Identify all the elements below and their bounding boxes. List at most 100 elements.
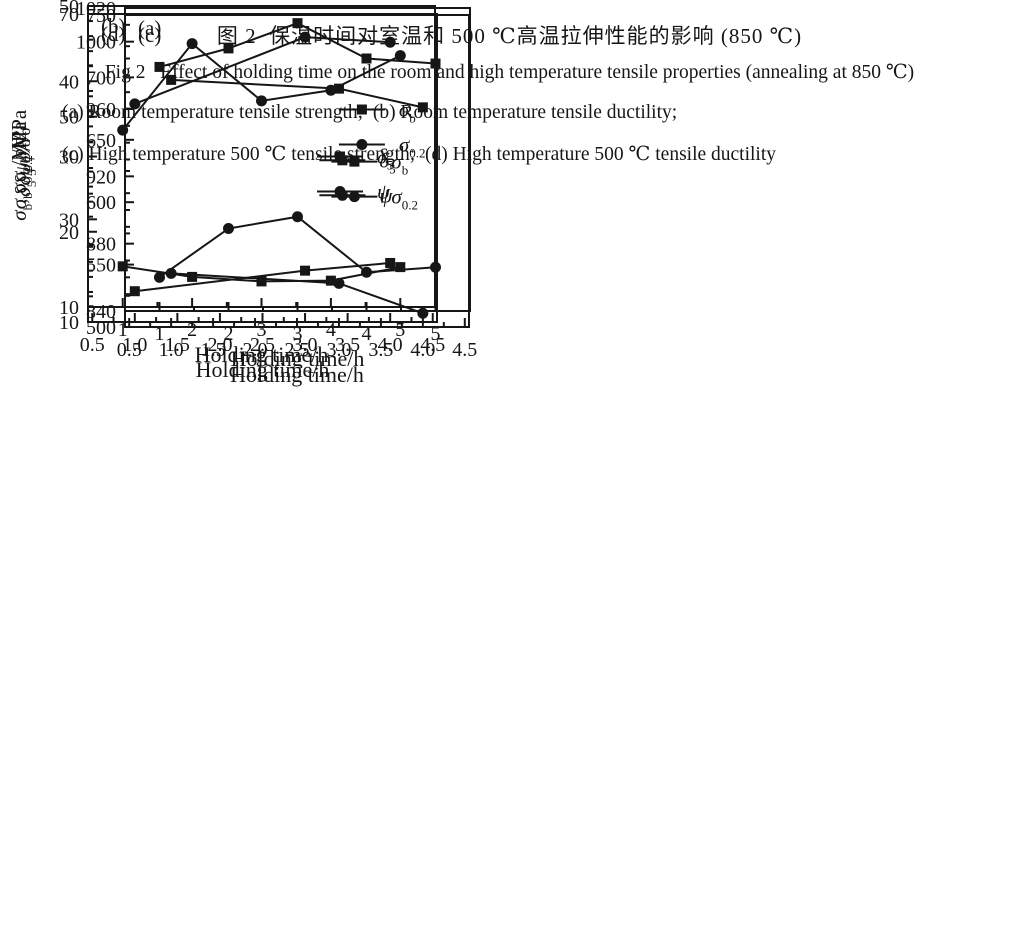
a-sigma-b-point (292, 18, 303, 29)
c-x-tick-label: 2.0 (243, 339, 268, 361)
a-sigma-b-point (154, 61, 165, 72)
c-sigma-b-point (417, 102, 428, 113)
c-sigma-02-point (333, 277, 345, 289)
caption-subline-a-b: (a) Room temperature tensile strength; (… (62, 102, 678, 123)
b-x-tick-label: 3 (257, 319, 267, 341)
b-x-tick-label: 2 (187, 319, 197, 341)
d-x-tick-label: 1.5 (165, 334, 190, 356)
chart-d-svg: 0.5 1.0 1.5 2.0 2.5 3.0 3.5 4.0 4.510305070Holdi… (11, 4, 445, 382)
d-delta-5-line (134, 261, 391, 293)
b-psi-point (256, 95, 267, 107)
c-sigma-02-point (165, 267, 177, 279)
c-x-tick-label: 3.5 (368, 339, 393, 361)
d-y-tick-label: 70 (59, 4, 79, 26)
d-axis-ticks (88, 13, 434, 323)
b-x-tick-label: 5 (395, 319, 405, 341)
d-x-tick-label: 4.5 (420, 334, 445, 356)
a-y-tick-label: 880 (86, 234, 116, 256)
c-x-tick-label: 4.5 (452, 339, 477, 361)
a-y-tick-label: 960 (86, 99, 116, 121)
c-x-tick-label: 2.5 (285, 339, 310, 361)
caption-english-title: Fig 2 Effect of holding time on the room… (104, 62, 915, 83)
d-delta-5-point (300, 265, 311, 276)
d-x-tick-label: 3.5 (335, 334, 360, 356)
b-y-axis-title: δ5 ψ/% (11, 128, 39, 186)
d-y-tick-label: 50 (59, 107, 79, 129)
c-panel-label: (c) (138, 23, 161, 47)
c-legend: σb σ0.2 (331, 150, 418, 213)
caption-subline-c-d: (c) High temperature 500 ℃ tensile stren… (62, 144, 777, 165)
b-delta-5-point (395, 262, 406, 273)
d-legend-label-psi: ψ (379, 183, 393, 207)
a-x-tick-label: 4 (362, 323, 372, 345)
a-sigma-02-point (223, 223, 234, 235)
d-legend-marker-delta-5 (337, 155, 348, 166)
a-sigma-b-point (361, 53, 372, 64)
c-legend-label-sigma-b: σb (391, 150, 408, 178)
a-legend-marker-sigma-b (356, 104, 367, 115)
d-x-tick-label: 2.0 (207, 334, 232, 356)
c-sigma-b-point (166, 74, 177, 85)
a-legend-label-sigma-02: σ0.2 (399, 133, 426, 161)
d-psi-point (384, 36, 396, 48)
panel-c: 0.5 1.0 1.5 2.0 2.5 3.0 3.5 4.0 4.5 500 550 600 650 7… (0, 0, 510, 391)
b-x-axis-title: Holding time/h (195, 342, 329, 367)
c-x-tick-label: 3.0 (326, 339, 351, 361)
figure-caption: 图 2 保温时间对室温和 500 ℃高温拉伸性能的影响 (850 ℃) Fig … (0, 0, 1019, 181)
d-psi-point (299, 31, 311, 43)
d-x-tick-label: 3.0 (293, 334, 318, 356)
chart-c-svg: 0.5 1.0 1.5 2.0 2.5 3.0 3.5 4.0 4.55005506006507… (7, 5, 477, 387)
a-legend-marker-sigma-02 (356, 139, 368, 151)
a-x-tick-label: 2 (224, 323, 234, 345)
d-legend: δ5 ψ (319, 148, 396, 207)
d-panel-label: (d) (101, 22, 126, 46)
d-delta-5-point (129, 286, 140, 297)
d-x-tick-label: 1.0 (122, 334, 147, 356)
c-legend-label-sigma-02: σ0.2 (391, 185, 418, 213)
d-x-tick-label: 2.5 (250, 334, 275, 356)
b-legend-label-psi: ψ (377, 180, 391, 204)
a-x-tick-label: 3 (293, 323, 303, 345)
c-sigma-b-point (333, 83, 344, 94)
panel-d: 0.5 1.0 1.5 2.0 2.5 3.0 3.5 4.0 4.5 10 30 50 70 Holdi… (0, 0, 509, 391)
d-delta-5-point (385, 257, 396, 268)
b-y-tick-label: 40 (59, 71, 79, 93)
d-y-axis-title: δ5 ψ/% (11, 139, 39, 197)
b-y-tick-label: 50 (59, 0, 79, 18)
c-y-axis-title: σb, σ0.2/MPa (7, 121, 35, 221)
c-x-tick-label: 1.5 (201, 339, 226, 361)
c-x-axis-title: Holding time/h (230, 362, 364, 387)
d-x-tick-label: 0.5 (80, 334, 105, 356)
b-panel-label: (b) (101, 14, 126, 38)
a-x-tick-label: 1 (155, 323, 165, 345)
c-y-tick-label: 700 (86, 67, 116, 89)
c-x-tick-label: 4.0 (410, 339, 435, 361)
d-x-axis-title: Holding time/h (196, 357, 330, 382)
d-x-tick-label: 4.0 (378, 334, 403, 356)
c-sigma-02-point (417, 307, 429, 319)
caption-chinese-title: 图 2 保温时间对室温和 500 ℃高温拉伸性能的影响 (850 ℃) (216, 24, 803, 48)
a-panel-label: (a) (138, 16, 161, 40)
c-y-tick-label: 550 (86, 255, 116, 277)
b-x-tick-label: 1 (118, 319, 128, 341)
c-y-tick-label: 650 (86, 130, 116, 152)
c-x-tick-label: 0.5 (117, 339, 142, 361)
b-y-tick-label: 30 (59, 147, 79, 169)
b-delta-5-point (325, 275, 336, 286)
d-legend-marker-psi (336, 189, 348, 201)
b-y-tick-label: 20 (59, 222, 79, 244)
a-y-tick-label: 1000 (76, 32, 116, 54)
b-delta-5-point (187, 271, 198, 282)
d-tick-labels: 0.5 1.0 1.5 2.0 2.5 3.0 3.5 4.0 4.5 10 30 50 70 (59, 4, 445, 356)
a-x-tick-label: 5 (431, 323, 441, 345)
a-sigma-b-point (223, 43, 234, 54)
a-sigma-02-point (154, 271, 165, 283)
a-sigma-02-point (292, 211, 303, 223)
c-legend-marker-sigma-b (349, 156, 360, 167)
b-legend-label-delta-5: δ5 (377, 145, 393, 173)
b-x-tick-label: 4 (326, 319, 336, 341)
b-psi-point (394, 50, 406, 62)
